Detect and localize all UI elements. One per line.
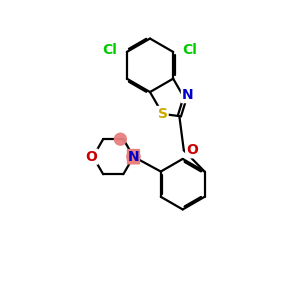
Circle shape: [114, 133, 126, 145]
Text: Cl: Cl: [183, 44, 198, 57]
Text: S: S: [158, 107, 168, 121]
Text: N: N: [182, 88, 194, 102]
Text: O: O: [85, 150, 98, 164]
Text: O: O: [186, 143, 198, 157]
Text: N: N: [128, 150, 139, 164]
Circle shape: [127, 150, 140, 163]
Text: Cl: Cl: [102, 44, 117, 57]
